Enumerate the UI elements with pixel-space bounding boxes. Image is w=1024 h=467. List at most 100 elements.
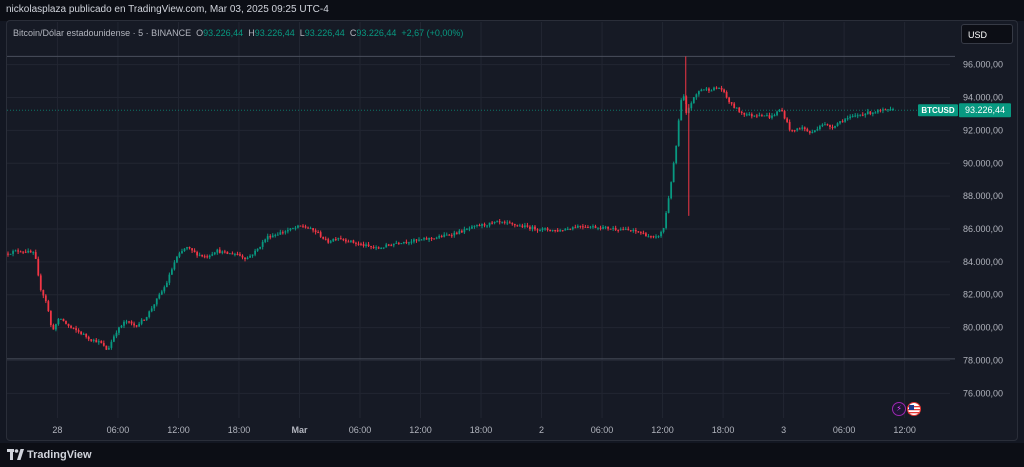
- x-tick-label: 06:00: [349, 425, 372, 435]
- candle-body: [849, 116, 852, 119]
- y-tick-label: 90.000,00: [963, 158, 1003, 168]
- candle-body: [486, 225, 488, 227]
- symbol-name[interactable]: Bitcoin/Dólar estadounidense · 5 · BINAN…: [13, 28, 192, 38]
- candle-body: [133, 323, 135, 326]
- candle-body: [539, 229, 541, 231]
- candle-body: [846, 118, 849, 120]
- candle-body: [183, 248, 186, 252]
- x-tick-label: 06:00: [107, 425, 130, 435]
- candle-body: [80, 331, 83, 335]
- candle-body: [435, 237, 438, 239]
- candle-body: [748, 114, 751, 116]
- candle-body: [223, 251, 226, 253]
- y-tick-label: 86.000,00: [963, 224, 1003, 234]
- candle-body: [334, 238, 337, 240]
- candle-body: [347, 241, 350, 243]
- candle-body: [24, 251, 27, 253]
- y-tick-label: 76.000,00: [963, 388, 1003, 398]
- candle-body: [866, 111, 869, 114]
- candle-body: [690, 103, 693, 109]
- candle-body: [788, 121, 791, 130]
- candle-body: [839, 121, 841, 124]
- low-label: L: [299, 28, 305, 38]
- candle-body: [428, 237, 430, 240]
- candle-body: [123, 321, 125, 326]
- candle-body: [342, 239, 345, 241]
- x-tick-label: 06:00: [591, 425, 614, 435]
- candle-body: [682, 96, 685, 101]
- candle-body: [110, 341, 113, 348]
- candle-body: [713, 87, 715, 91]
- candle-body: [531, 226, 534, 229]
- candle-body: [518, 225, 521, 227]
- close-value: 93.226,44: [356, 28, 397, 38]
- x-tick-label: 3: [781, 425, 786, 435]
- candle-body: [226, 251, 229, 254]
- candle-body: [521, 225, 524, 228]
- open-label: O: [196, 28, 204, 38]
- candle-body: [672, 163, 675, 183]
- footer-bar: TradingView: [0, 443, 1024, 467]
- candle-body: [327, 239, 330, 243]
- candle-body: [153, 304, 156, 309]
- candle-body: [418, 239, 420, 241]
- candle-body: [239, 254, 241, 256]
- candle-body: [637, 231, 640, 233]
- x-tick-label: 18:00: [712, 425, 735, 435]
- candle-body: [380, 248, 383, 250]
- candle-body: [761, 115, 763, 117]
- candle-body: [294, 227, 297, 229]
- candle-body: [473, 225, 476, 227]
- candle-body: [12, 251, 14, 254]
- candle-body: [264, 239, 267, 242]
- candle-body: [203, 256, 206, 258]
- us-flag-icon[interactable]: [907, 402, 921, 416]
- candle-body: [357, 243, 360, 245]
- candle-body: [629, 230, 632, 232]
- candle-body: [463, 229, 466, 233]
- candle-body: [118, 327, 120, 333]
- candle-body: [841, 121, 844, 123]
- candle-body: [755, 115, 758, 117]
- lightning-icon[interactable]: ⚡: [892, 402, 906, 416]
- candle-body: [29, 250, 32, 253]
- candle-body: [697, 91, 700, 95]
- candle-body: [57, 318, 60, 325]
- candle-body: [458, 230, 461, 234]
- footer-brand[interactable]: TradingView: [27, 449, 92, 461]
- candle-body: [299, 225, 302, 227]
- candle-body: [211, 254, 214, 256]
- candle-body: [771, 115, 773, 118]
- candle-body: [77, 330, 80, 332]
- candle-body: [168, 274, 171, 283]
- candle-body: [763, 115, 766, 117]
- candle-body: [62, 318, 65, 322]
- currency-button[interactable]: USD: [961, 24, 1013, 44]
- candle-body: [246, 257, 249, 260]
- candle-body: [22, 251, 25, 253]
- y-tick-label: 92.000,00: [963, 125, 1003, 135]
- candle-body: [281, 232, 284, 234]
- candle-body: [680, 100, 683, 121]
- candle-body: [317, 232, 320, 234]
- candle-body: [549, 230, 552, 232]
- candle-body: [160, 291, 163, 295]
- candle-body: [438, 236, 441, 238]
- candle-body: [581, 226, 584, 228]
- candle-body: [876, 110, 879, 113]
- candle-body: [773, 115, 776, 117]
- candle-body: [244, 257, 246, 260]
- candle-body: [882, 109, 884, 111]
- candle-body: [206, 256, 209, 258]
- symbol-tag: [918, 104, 958, 117]
- candle-body: [249, 255, 251, 258]
- candle-body: [561, 230, 564, 232]
- candle-body: [740, 111, 743, 113]
- candle-body: [836, 123, 839, 126]
- candle-body: [622, 229, 625, 231]
- candle-body: [49, 311, 52, 326]
- chart-panel[interactable]: [6, 20, 1018, 441]
- candle-body: [362, 244, 365, 246]
- candle-body: [196, 252, 199, 256]
